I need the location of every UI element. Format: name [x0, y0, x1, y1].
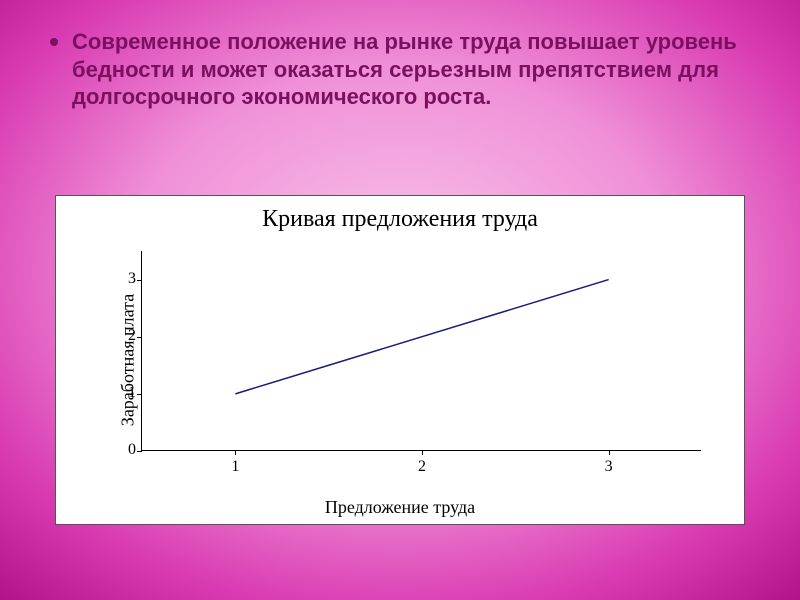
- ytick-label: 2: [120, 327, 136, 345]
- ytick-mark: [137, 451, 142, 452]
- chart-ylabel: Заработная плата: [118, 294, 139, 426]
- xtick-mark: [422, 450, 423, 455]
- ytick-mark: [137, 280, 142, 281]
- chart-container: Кривая предложения труда Заработная плат…: [55, 195, 745, 525]
- xtick-label: 1: [231, 458, 239, 476]
- chart-title: Кривая предложения труда: [56, 206, 744, 233]
- bullet-text: Современное положение на рынке труда пов…: [72, 28, 750, 111]
- xtick-mark: [609, 450, 610, 455]
- xtick-label: 3: [605, 458, 613, 476]
- bullet-marker: [50, 38, 58, 46]
- chart-line-svg: [142, 251, 701, 450]
- slide-bullet: Современное положение на рынке труда пов…: [50, 28, 750, 111]
- ytick-label: 3: [120, 270, 136, 288]
- ytick-label: 0: [120, 441, 136, 459]
- chart-xlabel: Предложение труда: [56, 497, 744, 518]
- ytick-label: 1: [120, 384, 136, 402]
- xtick-mark: [235, 450, 236, 455]
- series-line: [235, 280, 608, 394]
- ytick-mark: [137, 337, 142, 338]
- xtick-label: 2: [418, 458, 426, 476]
- plot-area: 0123123: [141, 251, 701, 451]
- ytick-mark: [137, 394, 142, 395]
